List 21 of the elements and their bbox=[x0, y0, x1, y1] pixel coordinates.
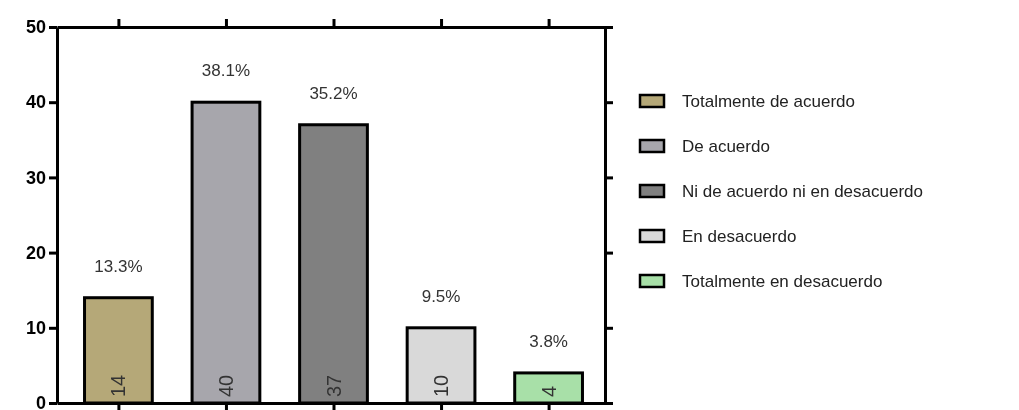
annotation: 13.3% bbox=[94, 256, 143, 276]
y-tick-label: 30 bbox=[25, 167, 46, 188]
legend-label: Ni de acuerdo ni en desacuerdo bbox=[682, 182, 923, 201]
legend-label: Totalmente en desacuerdo bbox=[682, 272, 883, 291]
y-tick-label: 20 bbox=[25, 242, 46, 263]
legend-label: Totalmente de acuerdo bbox=[682, 92, 855, 111]
y-tick-label: 40 bbox=[25, 92, 46, 113]
annotation: 3.8% bbox=[529, 331, 568, 351]
data-label: 40 bbox=[214, 374, 237, 397]
legend-label: En desacuerdo bbox=[682, 227, 797, 246]
legend-label: De acuerdo bbox=[682, 137, 770, 156]
y-tick-label: 10 bbox=[25, 318, 46, 339]
data-label: 14 bbox=[107, 374, 130, 397]
annotation: 9.5% bbox=[421, 286, 461, 306]
y-tick-label: 0 bbox=[35, 393, 46, 410]
data-label: 4 bbox=[537, 385, 560, 397]
annotation: 35.2% bbox=[309, 83, 358, 103]
y-tick-label: 50 bbox=[25, 17, 46, 38]
annotation: 38.1% bbox=[201, 61, 251, 81]
data-label: 37 bbox=[322, 374, 345, 397]
data-label: 10 bbox=[430, 374, 453, 397]
